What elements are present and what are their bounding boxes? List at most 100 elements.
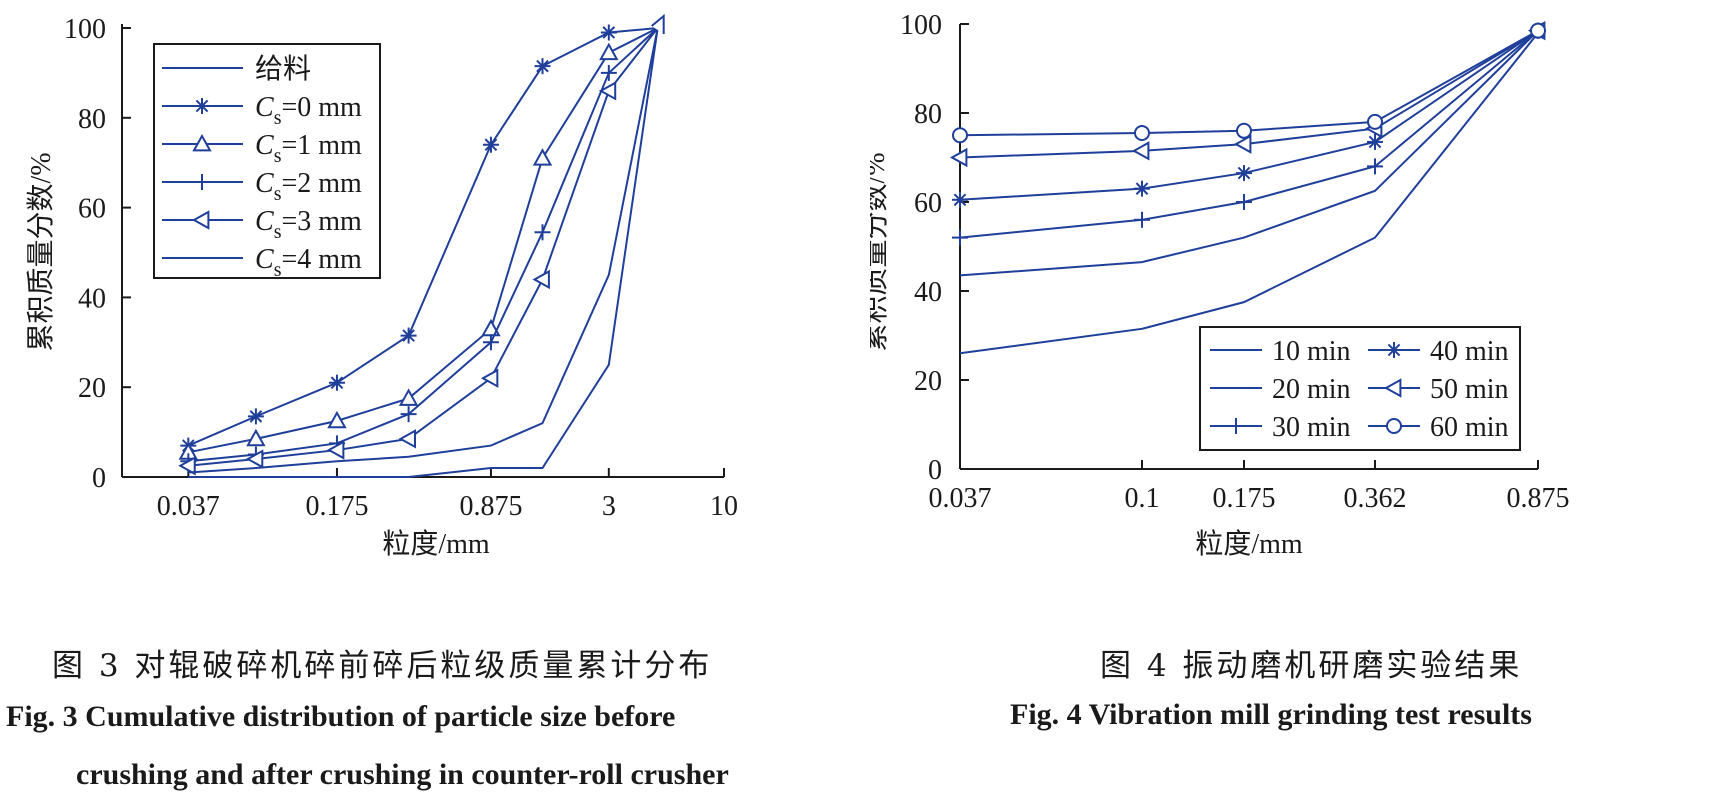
y-tick-label: 40 <box>78 283 106 314</box>
x-tick-label: 0.1 <box>1125 483 1160 514</box>
legend-marker <box>1386 342 1402 358</box>
data-point <box>398 429 416 449</box>
legend-label: Cs=2 mm <box>255 168 362 205</box>
data-point <box>534 224 551 241</box>
data-point <box>1530 22 1546 39</box>
x-tick-label: 0.037 <box>157 491 220 522</box>
data-point <box>1134 180 1150 197</box>
data-point <box>1134 211 1150 228</box>
data-point <box>598 81 617 101</box>
x-tick-label: 10 <box>710 491 738 522</box>
legend: 10 min 20 min 30 min 40 min 50 min 60 min <box>1199 326 1521 451</box>
y-tick-label: 60 <box>78 194 106 225</box>
series-line <box>188 27 659 463</box>
legend-label: Cs=0 mm <box>255 92 362 129</box>
chart-particle-size-distribution: 0 20 40 60 80 100 0.037 0.175 0.875 3 10 粒度/mm 累积质量分… <box>25 13 738 560</box>
data-point <box>1367 113 1383 130</box>
y-tick-label: 20 <box>78 373 106 404</box>
data-point <box>599 42 619 61</box>
data-point <box>398 388 419 406</box>
y-tick-label: 0 <box>928 455 942 486</box>
series-line <box>188 27 659 454</box>
data-point <box>952 191 968 208</box>
legend-marker <box>192 133 212 152</box>
figure3-caption-en-line1: Fig. 3 Cumulative distribution of partic… <box>6 700 676 733</box>
data-point <box>1367 133 1383 150</box>
data-point <box>246 428 266 447</box>
legend-label: Cs=1 mm <box>255 130 362 167</box>
data-point <box>949 147 968 168</box>
legend-label: Cs=3 mm <box>255 206 362 243</box>
data-point <box>532 148 553 166</box>
legend-marker <box>194 174 210 190</box>
x-tick-label: 0.875 <box>1507 483 1570 514</box>
data-point <box>400 327 417 344</box>
y-tick-label: 80 <box>914 99 942 130</box>
data-point <box>1233 134 1252 154</box>
data-point <box>245 449 264 469</box>
data-point <box>482 334 499 351</box>
data-point <box>1236 165 1252 182</box>
data-point <box>952 229 968 246</box>
x-tick-label: 0.175 <box>1213 483 1276 514</box>
figure4-caption-cn: 图 4 振动磨机研磨实验结果 <box>1100 648 1523 684</box>
x-tick-label: 0.037 <box>929 483 992 514</box>
data-point <box>1367 158 1383 175</box>
data-point <box>400 406 417 423</box>
legend-marker <box>1383 378 1402 398</box>
legend-label: 10 min <box>1272 336 1351 367</box>
series-line <box>959 32 1539 355</box>
data-point <box>952 127 968 144</box>
legend-label: 40 min <box>1430 336 1509 367</box>
legend-label: 20 min <box>1272 374 1351 405</box>
data-point <box>326 440 345 460</box>
legend-label: 50 min <box>1430 374 1509 405</box>
figure3-caption-cn: 图 3 对辊破碎机碎前碎后粒级质量累计分布 <box>52 648 713 684</box>
x-tick-label: 3 <box>602 491 616 522</box>
legend-marker <box>1386 418 1402 434</box>
series-line <box>188 27 659 467</box>
x-tick-label: 0.175 <box>305 491 368 522</box>
legend-box <box>153 43 381 279</box>
y-tick-label: 100 <box>900 10 942 41</box>
y-tick-label: 0 <box>92 463 106 494</box>
legend-marker <box>191 210 210 230</box>
data-point <box>1236 122 1252 139</box>
data-point <box>1134 125 1150 142</box>
figure4-caption-en: Fig. 4 Vibration mill grinding test resu… <box>1010 698 1532 731</box>
series-line <box>959 29 1539 277</box>
data-point <box>247 408 264 425</box>
data-point <box>1131 141 1150 161</box>
x-axis-label: 粒度/mm <box>1195 528 1303 560</box>
x-axis-label: 粒度/mm <box>382 528 490 560</box>
data-point <box>1236 194 1252 210</box>
data-point <box>482 136 499 153</box>
y-tick-label: 100 <box>64 14 106 45</box>
data-point <box>480 368 499 388</box>
y-axis-label: 累积质量分数/% <box>870 152 891 351</box>
y-tick-label: 40 <box>914 277 942 308</box>
legend-label: Cs=4 mm <box>255 244 362 281</box>
legend-label: 60 min <box>1430 412 1509 443</box>
series-line <box>187 27 658 447</box>
x-tick-label: 0.875 <box>459 491 522 522</box>
legend-label: 30 min <box>1272 412 1351 443</box>
y-tick-label: 60 <box>914 188 942 219</box>
endpoint-marker <box>651 13 665 34</box>
figure3-caption-en-line2: crushing and after crushing in counter-r… <box>76 758 729 791</box>
y-tick-label: 20 <box>914 366 942 397</box>
x-tick-label: 0.362 <box>1344 483 1407 514</box>
data-point <box>534 58 551 75</box>
y-axis-label: 累积质量分数/% <box>25 152 57 351</box>
legend-label: 给料 <box>255 53 311 85</box>
data-point <box>600 64 617 81</box>
series-line <box>188 27 659 474</box>
data-point <box>532 269 550 290</box>
data-point <box>328 374 345 391</box>
data-point <box>327 410 347 429</box>
legend-marker <box>1228 418 1244 434</box>
legend-marker <box>194 98 210 114</box>
chart-vibration-mill-grinding: 0 20 40 60 80 100 0.037 0.1 0.175 0.362 0.875 粒度/mm… <box>870 10 1570 560</box>
series-line <box>188 27 659 478</box>
